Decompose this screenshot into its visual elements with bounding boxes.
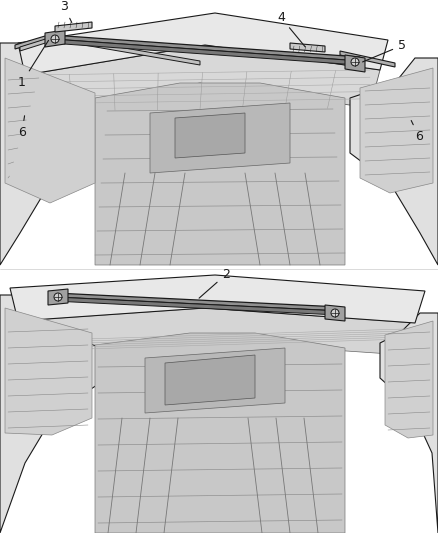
Polygon shape (95, 333, 345, 533)
Polygon shape (5, 308, 92, 435)
Polygon shape (5, 58, 95, 203)
Polygon shape (55, 22, 92, 32)
Text: 4: 4 (277, 11, 305, 47)
Polygon shape (15, 33, 55, 49)
Polygon shape (45, 30, 65, 47)
Polygon shape (145, 348, 285, 413)
Polygon shape (10, 275, 425, 323)
Polygon shape (48, 289, 68, 305)
Polygon shape (290, 43, 325, 52)
Text: 6: 6 (18, 116, 26, 139)
Polygon shape (18, 13, 388, 75)
Polygon shape (52, 35, 360, 61)
Polygon shape (360, 68, 433, 193)
Polygon shape (340, 51, 395, 67)
Polygon shape (53, 297, 340, 315)
Polygon shape (325, 305, 345, 321)
Text: 2: 2 (199, 268, 230, 298)
Polygon shape (55, 293, 340, 311)
Polygon shape (50, 39, 360, 65)
Polygon shape (0, 295, 100, 533)
Polygon shape (25, 45, 380, 111)
Text: 6: 6 (411, 120, 423, 143)
Circle shape (351, 58, 359, 66)
Text: 1: 1 (18, 41, 49, 89)
Text: 3: 3 (60, 0, 72, 22)
Polygon shape (165, 355, 255, 405)
Circle shape (51, 35, 59, 43)
Polygon shape (95, 83, 345, 265)
Polygon shape (150, 103, 290, 173)
Polygon shape (385, 321, 433, 438)
Polygon shape (20, 36, 200, 65)
Polygon shape (380, 313, 438, 533)
Polygon shape (345, 55, 365, 72)
Polygon shape (0, 43, 100, 265)
Polygon shape (18, 308, 415, 355)
Circle shape (54, 293, 62, 301)
Text: 5: 5 (363, 39, 406, 62)
Circle shape (331, 309, 339, 317)
Polygon shape (350, 58, 438, 265)
Polygon shape (175, 113, 245, 158)
